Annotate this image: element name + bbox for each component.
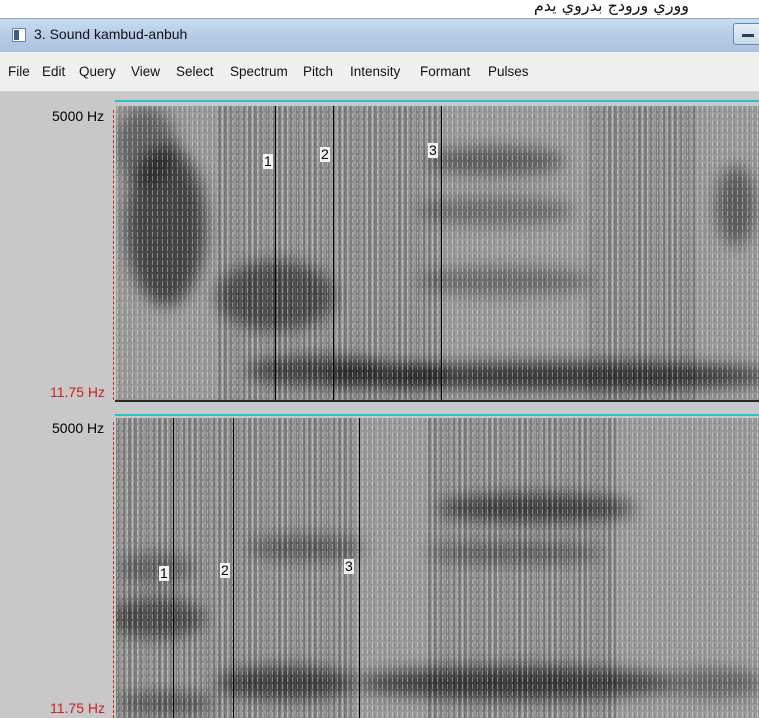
top-residual-strip: ووري ورودج بدروي يدم xyxy=(0,0,759,18)
panel1-selection-line xyxy=(115,100,759,102)
panel2-spectrogram[interactable]: 1 2 3 xyxy=(116,418,759,718)
panel1-boundary-label-3: 3 xyxy=(428,142,438,158)
sound-editor-area: 5000 Hz 11.75 Hz 5000 Hz 11.75 Hz 1 2 3 1 2… xyxy=(0,92,759,718)
minimize-button[interactable] xyxy=(733,23,759,45)
menu-select[interactable]: Select xyxy=(176,64,214,79)
panel-divider[interactable] xyxy=(115,400,759,402)
panel1-axis-tick-line xyxy=(113,110,114,400)
panel1-freq-min-label: 11.75 Hz xyxy=(50,384,105,400)
panel2-boundary-label-2: 2 xyxy=(220,562,230,578)
panel2-axis-tick-line xyxy=(113,422,114,718)
panel1-boundary-line-1[interactable] xyxy=(275,106,276,400)
window-title: 3. Sound kambud-anbuh xyxy=(34,26,188,42)
panel2-freq-min-label: 11.75 Hz xyxy=(50,700,105,716)
menu-intensity[interactable]: Intensity xyxy=(350,64,401,79)
menu-view[interactable]: View xyxy=(131,64,161,79)
menu-spectrum[interactable]: Spectrum xyxy=(230,64,288,79)
panel1-boundary-label-1: 1 xyxy=(263,153,273,169)
panel1-boundary-line-3[interactable] xyxy=(441,106,442,400)
menu-formant[interactable]: Formant xyxy=(420,64,471,79)
panel2-boundary-label-3: 3 xyxy=(344,558,354,574)
praat-window-icon xyxy=(12,28,26,42)
panel2-boundary-line-2[interactable] xyxy=(233,418,234,718)
cropped-header-text: ووري ورودج بدروي يدم xyxy=(533,0,689,15)
menu-edit[interactable]: Edit xyxy=(42,64,66,79)
panel2-boundary-line-1[interactable] xyxy=(173,418,174,718)
frequency-axis-margin xyxy=(0,92,115,718)
panel1-freq-max-label: 5000 Hz xyxy=(52,108,105,124)
panel2-selection-line xyxy=(115,414,759,416)
menu-file[interactable]: File xyxy=(8,64,30,79)
panel2-boundary-line-3[interactable] xyxy=(359,418,360,718)
panel2-freq-max-label: 5000 Hz xyxy=(52,420,105,436)
panel1-boundary-label-2: 2 xyxy=(320,146,330,162)
panel2-boundary-label-1: 1 xyxy=(159,565,169,581)
menu-query[interactable]: Query xyxy=(79,64,116,79)
menu-pulses[interactable]: Pulses xyxy=(488,64,529,79)
window-title-bar[interactable]: 3. Sound kambud-anbuh xyxy=(0,18,759,52)
panel1-boundary-line-2[interactable] xyxy=(333,106,334,400)
menu-pitch[interactable]: Pitch xyxy=(303,64,334,79)
menu-bar: File Edit Query View Select Spectrum Pit… xyxy=(0,52,759,92)
panel1-spectrogram[interactable]: 1 2 3 xyxy=(116,106,759,400)
